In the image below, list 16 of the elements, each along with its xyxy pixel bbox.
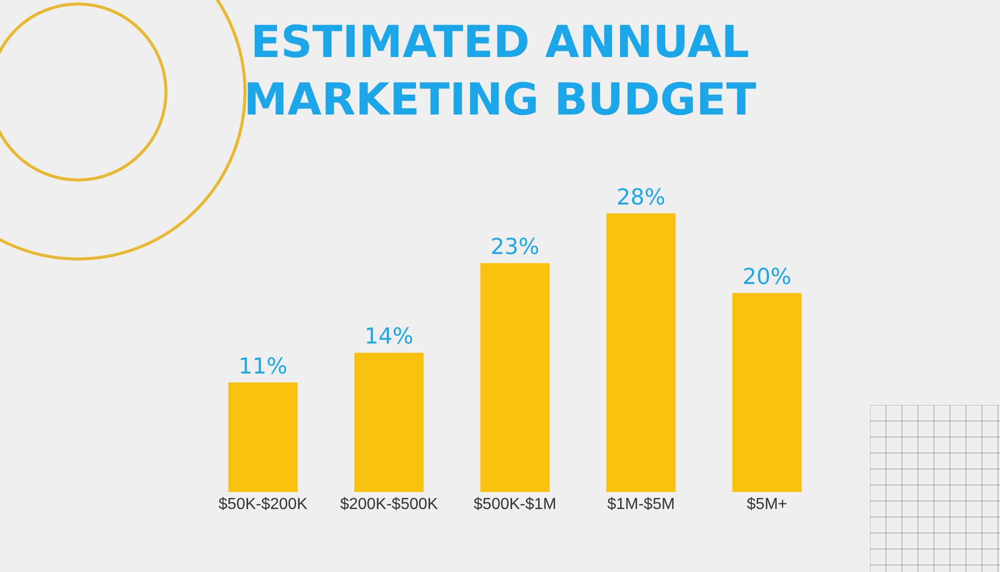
bar (480, 263, 550, 492)
x-tick-label: $5M+ (746, 496, 788, 513)
x-tick-label: $500K-$1M (474, 496, 556, 513)
data-label: 23% (490, 235, 540, 260)
data-label: 14% (364, 324, 414, 350)
x-tick-label: $1M-$5M (607, 496, 675, 513)
data-label: 20% (742, 265, 792, 290)
bar (732, 293, 802, 492)
x-tick-label: $200K-$500K (340, 496, 438, 513)
data-label: 28% (616, 185, 666, 210)
bar (606, 213, 676, 492)
bar (354, 352, 424, 492)
x-tick-label: $50K-$200K (218, 496, 308, 513)
chart-title: ESTIMATED ANNUAL MARKETING BUDGET (244, 17, 756, 126)
bar (228, 382, 298, 492)
data-label: 11% (238, 354, 288, 380)
